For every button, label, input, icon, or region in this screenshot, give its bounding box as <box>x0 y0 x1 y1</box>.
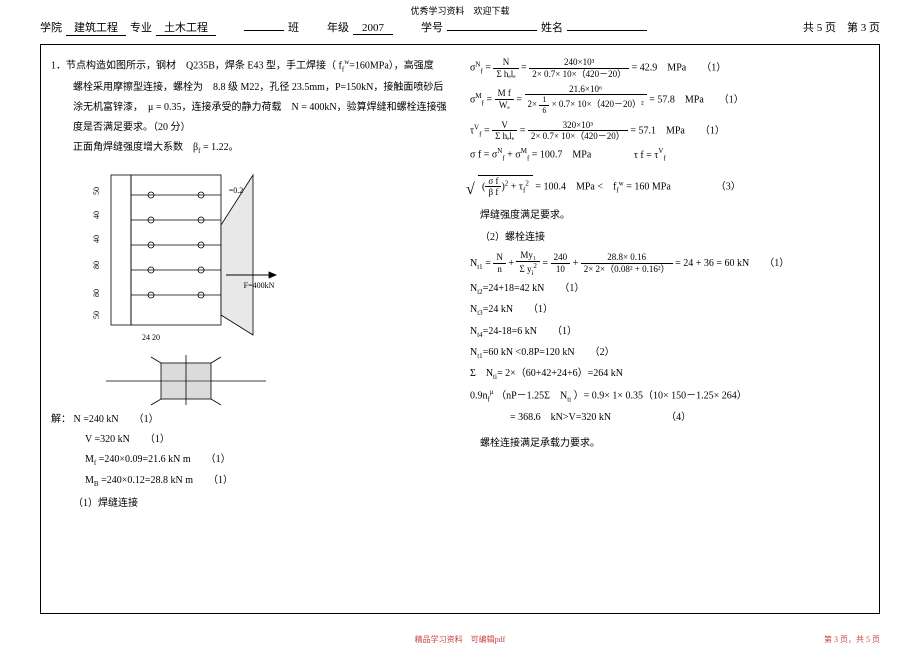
section-weld: （1）焊缝连接 <box>73 496 450 512</box>
eq-nt1: Nt1 = Nn + My₁Σ yi2 = 24010 + 28.8× 0.16… <box>470 250 869 277</box>
figure-2 <box>101 353 271 408</box>
footer-center: 精品学习资料 可编辑pdf <box>415 634 506 645</box>
eq-nt4: Nt4=24-18=6 kN （1） <box>470 324 869 341</box>
svg-text:50: 50 <box>92 311 101 319</box>
svg-text:24 20: 24 20 <box>142 333 160 342</box>
value-major: 土木工程 <box>156 19 216 36</box>
left-column: 1．节点构造如图所示，钢材 Q235B，焊条 E43 型，手工焊接（ ffw=1… <box>41 45 460 613</box>
value-name <box>567 30 647 31</box>
value-class <box>244 30 284 31</box>
right-column: σNf = NΣ hₑlₑ = 240×10³2× 0.7× 10×（420－2… <box>460 45 879 613</box>
value-school: 建筑工程 <box>66 19 126 36</box>
svg-text:40: 40 <box>92 211 101 219</box>
value-sid <box>447 30 537 31</box>
label-class: 班 <box>288 19 299 35</box>
label-grade: 年级 <box>327 19 349 35</box>
content-box: 1．节点构造如图所示，钢材 Q235B，焊条 E43 型，手工焊接（ ffw=1… <box>40 44 880 614</box>
conclusion-weld: 焊缝强度满足要求。 <box>480 208 869 224</box>
eq-nt2: Nt2=24+18=42 kN （1） <box>470 281 869 298</box>
value-grade: 2007 <box>353 22 393 35</box>
section-bolt: （2）螺栓连接 <box>480 230 869 246</box>
eq-sqrt: (σ fβ f)2 + τf2 = 100.4 MPa < ffw = 160 … <box>470 175 869 199</box>
page-header: 学院 建筑工程 专业 土木工程 班 年级 2007 学号 姓名 共 5 页 第 … <box>0 17 920 40</box>
problem-line-4: 度是否满足要求。（20 分） <box>73 120 450 136</box>
eq-sum-n: Σ Nti= 2×（60+42+24+6）=264 kN <box>470 366 869 383</box>
sol-mf: Mf =240×0.09=21.6 kN m （1） <box>85 452 450 469</box>
label-sid: 学号 <box>421 19 443 35</box>
eq-tau-v: τVf = VΣ hₑlₑ = 320×10³2× 0.7× 10×（420－2… <box>470 120 869 143</box>
svg-text:40: 40 <box>92 235 101 243</box>
eq-sigma-m: σMf = M fWₑ = 21.6×10⁶ 2× 16 × 0.7× 10×（… <box>470 84 869 116</box>
problem-line-1: 1．节点构造如图所示，钢材 Q235B，焊条 E43 型，手工焊接（ ffw=1… <box>51 57 450 76</box>
eq-final-2: = 368.6 kN>V=320 kN （4） <box>510 410 869 426</box>
eq-sigma-sum: σ f = σNf + σMf = 100.7 MPa τ f = τVf <box>470 146 869 165</box>
eq-nt1-check: Nt1=60 kN <0.8P=120 kN （2） <box>470 345 869 362</box>
svg-text:80: 80 <box>92 261 101 269</box>
footer-right: 第 3 页，共 5 页 <box>824 634 880 645</box>
solution-head: 解： N =240 kN （1） <box>51 412 450 428</box>
sol-mb: MB =240×0.12=28.8 kN m （1） <box>85 473 450 490</box>
svg-text:50: 50 <box>92 187 101 195</box>
sol-v: V =320 kN （1） <box>85 432 450 448</box>
svg-text:F=400kN: F=400kN <box>244 281 275 290</box>
eq-final-1: 0.9nfμ （nP－1.25Σ Nti ）= 0.9× 1× 0.35（10×… <box>470 387 869 406</box>
eq-nt3: Nt3=24 kN （1） <box>470 302 869 319</box>
eq-sigma-n: σNf = NΣ hₑlₑ = 240×10³2× 0.7× 10×（420－2… <box>470 57 869 80</box>
problem-line-5: 正面角焊缝强度增大系数 βf = 1.22。 <box>73 140 450 157</box>
conclusion-bolt: 螺栓连接满足承载力要求。 <box>480 436 869 452</box>
problem-line-3: 涂无机富锌漆， μ = 0.35，连接承受的静力荷载 N = 400kN，验算焊… <box>73 100 450 116</box>
figure-1: 50 80 80 40 40 50 =0.2 F=400kN 24 20 <box>81 165 301 345</box>
svg-text:=0.2: =0.2 <box>229 186 244 195</box>
label-name: 姓名 <box>541 19 563 35</box>
svg-text:80: 80 <box>92 289 101 297</box>
page-count: 共 5 页 第 3 页 <box>803 19 880 35</box>
label-school: 学院 <box>40 19 62 35</box>
top-note: 优秀学习资料 欢迎下载 <box>0 0 920 17</box>
problem-line-2: 螺栓采用摩擦型连接，螺栓为 8.8 级 M22，孔径 23.5mm，P=150k… <box>73 80 450 96</box>
label-major: 专业 <box>130 19 152 35</box>
